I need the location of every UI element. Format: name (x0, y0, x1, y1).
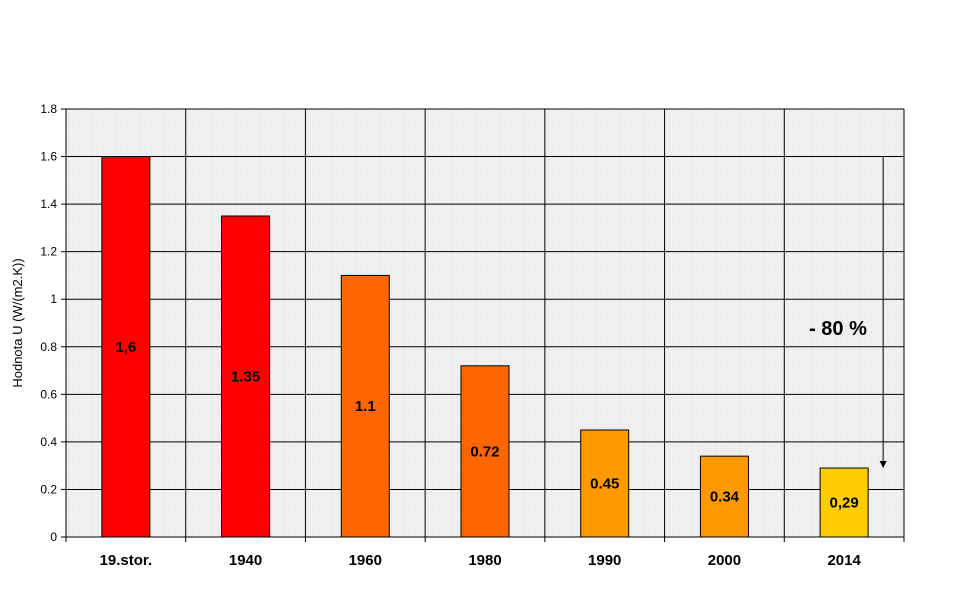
y-axis: 0 0.2 0.4 0.6 0.8 1 1.2 1.4 1.6 1.8 (40, 102, 67, 544)
reduction-annotation: - 80 % (809, 318, 867, 340)
x-axis: 19.stor. 1940 1960 1980 1990 2000 2014 (65, 536, 905, 569)
data-label: 1,6 (115, 339, 136, 356)
bar-1940 (221, 215, 271, 538)
y-tick-label: 1.8 (40, 102, 57, 116)
bar-1980 (460, 365, 510, 538)
data-label: 0,29 (830, 495, 859, 512)
y-tick-label: 1.2 (40, 245, 57, 259)
x-tick-label: 19.stor. (100, 552, 153, 569)
bars (101, 156, 869, 538)
x-tick-label: 1940 (229, 552, 262, 569)
y-axis-label: Hodnota U (W/(m2.K)) (10, 258, 25, 387)
bar-19.stor. (101, 156, 151, 538)
x-tick-label: 1960 (349, 552, 382, 569)
y-tick-label: 0 (50, 530, 57, 544)
data-label: 0.72 (470, 443, 499, 460)
bar-1960 (340, 274, 390, 538)
y-tick-label: 0.6 (40, 387, 57, 401)
data-label: 0.34 (710, 489, 740, 506)
y-tick-label: 1.4 (40, 197, 57, 211)
bar-2014 (819, 467, 869, 538)
x-tick-label: 1990 (588, 552, 621, 569)
data-label: 0.45 (590, 476, 619, 493)
data-label: 1.1 (355, 398, 376, 415)
y-tick-label: 1 (50, 292, 57, 306)
y-tick-label: 0.2 (40, 482, 57, 496)
reduction-arrow (879, 156, 887, 469)
x-tick-label: 1980 (468, 552, 501, 569)
arrow-head (879, 461, 887, 469)
y-tick-label: 0.8 (40, 340, 57, 354)
data-labels: 1,6 1.35 1.1 0.72 0.45 0.34 0,29 (115, 339, 858, 512)
bar-1990 (580, 429, 630, 538)
y-tick-label: 1.6 (40, 150, 57, 164)
x-tick-label: 2000 (708, 552, 741, 569)
data-label: 1.35 (231, 369, 260, 386)
y-tick-label: 0.4 (40, 435, 57, 449)
x-tick-label: 2014 (827, 552, 861, 569)
